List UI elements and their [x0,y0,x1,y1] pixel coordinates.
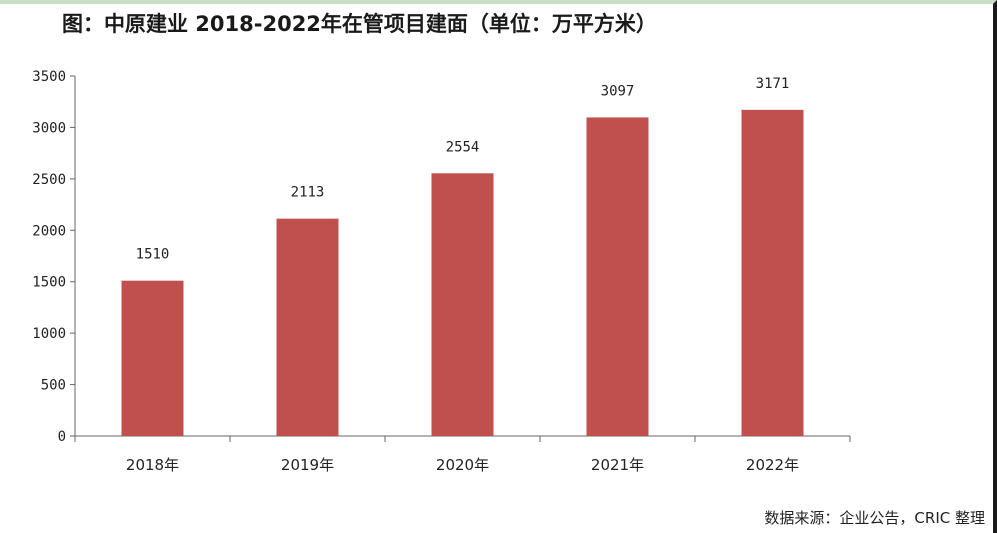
bar-2022年 [741,109,804,436]
bar-2019年 [276,218,339,436]
data-label: 3097 [601,83,635,99]
y-tick-label: 0 [58,429,66,445]
x-tick-label: 2021年 [591,456,644,474]
data-source: 数据来源：企业公告，CRIC 整理 [764,509,985,527]
bars [121,109,804,437]
y-tick-label: 3500 [32,69,66,85]
y-tick-label: 2000 [32,223,66,239]
bar-2018年 [121,280,184,436]
data-label: 3171 [756,76,790,92]
y-tick-label: 1000 [32,326,66,342]
y-tick-label: 1500 [32,275,66,291]
bar-2020年 [431,173,494,436]
x-axis: 2018年 2019年 2020年 2021年 2022年 [74,435,851,474]
data-label: 1510 [136,247,170,263]
y-tick-label: 2500 [32,172,66,188]
x-tick-label: 2018年 [126,456,179,474]
x-tick-label: 2019年 [281,456,334,474]
y-tick-label: 500 [41,378,66,394]
data-labels: 1510 2113 2554 3097 3171 [136,76,790,263]
y-axis: 0 500 1000 1500 2000 2500 3000 3500 [32,69,76,445]
x-tick-label: 2022年 [746,456,799,474]
data-label: 2113 [291,185,325,201]
y-tick-label: 3000 [32,120,66,136]
chart-title: 图：中原建业 2018-2022年在管项目建面（单位：万平方米） [62,12,657,36]
x-tick-label: 2020年 [436,456,489,474]
bar-2021年 [586,117,649,437]
data-label: 2554 [446,139,480,155]
